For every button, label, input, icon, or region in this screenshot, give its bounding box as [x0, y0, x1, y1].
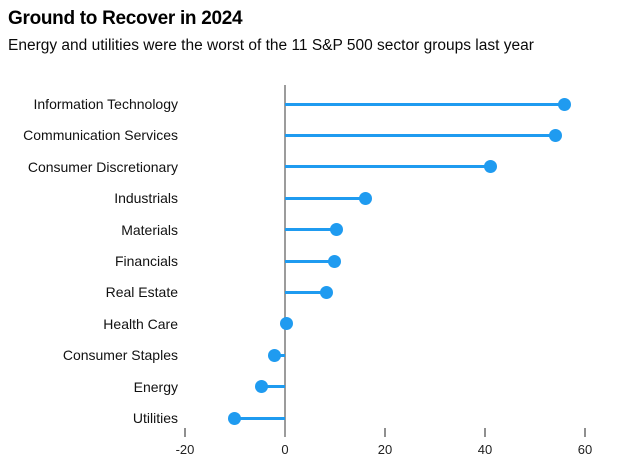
category-label: Communication Services	[23, 127, 178, 143]
lollipop-dot	[359, 192, 372, 205]
category-label: Consumer Discretionary	[27, 159, 178, 175]
chart-subtitle: Energy and utilities were the worst of t…	[8, 37, 534, 54]
lollipop-dot	[228, 412, 241, 425]
lollipop-stem	[285, 228, 336, 231]
lollipop-dot	[484, 160, 497, 173]
x-axis-tick-label: 0	[281, 442, 289, 457]
x-axis-tick	[184, 428, 186, 437]
lollipop-stem	[285, 260, 335, 263]
lollipop-stem	[234, 417, 285, 420]
category-label: Materials	[121, 222, 178, 238]
category-label: Consumer Staples	[62, 347, 178, 363]
x-axis-tick	[484, 428, 486, 437]
lollipop-dot	[280, 317, 293, 330]
category-label: Industrials	[114, 190, 178, 206]
x-axis-tick-label: -20	[175, 442, 195, 457]
x-axis-tick-label: 40	[477, 442, 493, 457]
lollipop-dot	[330, 223, 343, 236]
category-label: Energy	[133, 379, 178, 395]
lollipop-stem	[285, 291, 327, 294]
lollipop-dot	[549, 129, 562, 142]
lollipop-dot	[328, 255, 341, 268]
lollipop-dot	[558, 98, 571, 111]
lollipop-dot	[320, 286, 333, 299]
category-label: Health Care	[103, 316, 178, 332]
x-axis-tick	[584, 428, 586, 437]
category-label: Real Estate	[105, 284, 178, 300]
x-axis-tick	[384, 428, 386, 437]
category-label: Financials	[114, 253, 178, 269]
lollipop-stem	[285, 134, 555, 137]
lollipop-dot	[268, 349, 281, 362]
category-label: Utilities	[132, 410, 178, 426]
category-label: Information Technology	[33, 96, 179, 112]
lollipop-stem	[285, 197, 365, 200]
lollipop-stem	[285, 165, 490, 168]
lollipop-stem	[285, 103, 565, 106]
chart-title: Ground to Recover in 2024	[8, 8, 243, 29]
lollipop-stem	[261, 385, 285, 388]
x-axis-tick-label: 60	[577, 442, 593, 457]
lollipop-dot	[255, 380, 268, 393]
x-axis-tick-label: 20	[377, 442, 393, 457]
